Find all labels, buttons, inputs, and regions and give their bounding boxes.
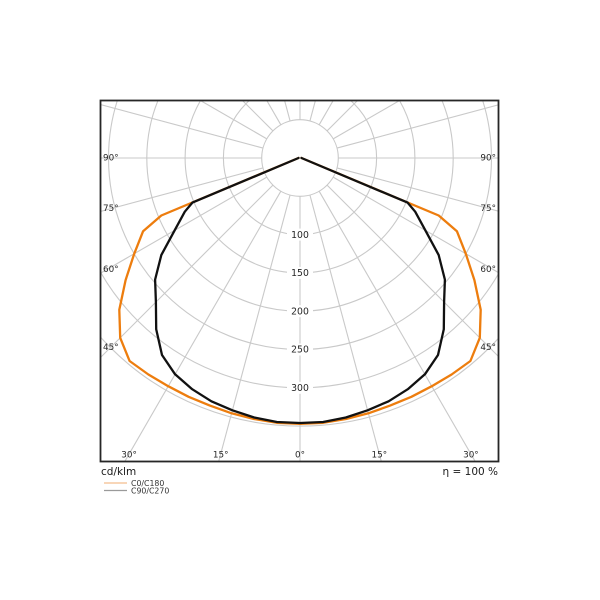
units-label: cd/klm bbox=[101, 466, 136, 478]
grid-ring bbox=[261, 119, 339, 197]
grid-spoke bbox=[101, 176, 268, 274]
radial-tick-bg bbox=[287, 381, 313, 394]
radial-tick-label: 250 bbox=[291, 345, 309, 356]
grid-spoke bbox=[332, 101, 400, 140]
angle-label-left: 90° bbox=[103, 154, 119, 164]
grid-spoke bbox=[309, 194, 382, 461]
grid-spoke bbox=[326, 101, 358, 132]
grid-spoke bbox=[336, 104, 498, 149]
radial-tick-bg bbox=[287, 343, 313, 356]
grid-spoke bbox=[101, 104, 264, 149]
grid-spoke bbox=[266, 101, 282, 126]
grid-spoke bbox=[124, 190, 282, 461]
angle-label-left: 75° bbox=[103, 204, 119, 214]
grid-spoke bbox=[326, 184, 498, 357]
plot-frame bbox=[99, 99, 500, 463]
radial-tick-bg bbox=[287, 305, 313, 318]
efficiency-label: η = 100 % bbox=[443, 466, 499, 478]
angle-label-right: 60° bbox=[480, 265, 496, 275]
grid-spoke bbox=[318, 101, 334, 126]
radial-tick-bg bbox=[287, 228, 313, 241]
radial-tick-label: 300 bbox=[291, 383, 309, 394]
grid-spoke bbox=[101, 184, 274, 358]
grid-spoke bbox=[218, 194, 291, 461]
grid-spoke bbox=[101, 167, 264, 212]
legend-label-c90-c270: C90/C270 bbox=[131, 487, 169, 496]
angle-label-bottom: 15° bbox=[213, 451, 229, 461]
grid-spoke bbox=[336, 167, 498, 212]
angle-label-bottom: 30° bbox=[463, 451, 479, 461]
radial-tick-label: 200 bbox=[291, 306, 309, 317]
intensity-curves bbox=[118, 156, 482, 425]
legend-label-c0-c180: C0/C180 bbox=[131, 479, 164, 488]
angle-label-bottom: 15° bbox=[372, 451, 388, 461]
curve-c90-c270 bbox=[153, 156, 447, 425]
grid-spoke bbox=[284, 101, 291, 122]
angle-label-bottom: 30° bbox=[121, 451, 137, 461]
legend: C0/C180 C90/C270 bbox=[104, 479, 169, 496]
grid-spoke bbox=[200, 101, 268, 140]
radial-tick-label: 150 bbox=[291, 268, 309, 279]
grid-spoke bbox=[332, 176, 498, 273]
axis-labels: 100 150 200 250 300 90° 90° 75° 75° 60° 60° 45° 45° 3… bbox=[103, 154, 496, 461]
angle-label-left: 60° bbox=[103, 265, 119, 275]
grid-spoke bbox=[318, 190, 476, 461]
angle-label-right: 45° bbox=[480, 343, 496, 353]
radial-tick-bg bbox=[287, 266, 313, 279]
angle-label-bottom: 0° bbox=[295, 451, 305, 461]
grid-spoke bbox=[242, 101, 274, 132]
radial-tick-label: 100 bbox=[291, 230, 309, 241]
grid-spoke bbox=[309, 101, 316, 122]
angle-label-right: 90° bbox=[480, 154, 496, 164]
angle-label-left: 45° bbox=[103, 343, 119, 353]
angle-label-right: 75° bbox=[480, 204, 496, 214]
